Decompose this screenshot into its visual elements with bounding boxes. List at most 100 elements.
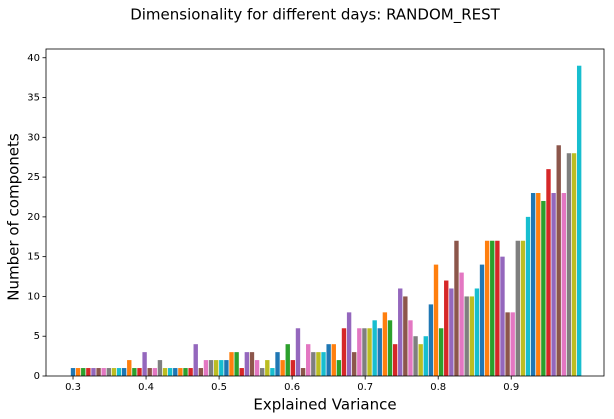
bar (423, 336, 428, 376)
bar (224, 360, 229, 376)
bar (459, 272, 464, 376)
x-tick-label: 0.9 (503, 382, 519, 393)
bar (86, 368, 91, 376)
bar (408, 320, 413, 376)
bar (311, 352, 316, 376)
bar (219, 360, 224, 376)
bar (75, 368, 81, 376)
bar (536, 193, 541, 376)
bar (111, 368, 117, 376)
bar (96, 368, 101, 376)
bar (382, 312, 388, 376)
bar (418, 344, 423, 376)
bar (449, 288, 454, 376)
bar (454, 240, 459, 376)
bar (490, 240, 495, 376)
plot-frame (45, 48, 605, 377)
bar (203, 360, 209, 376)
bar (566, 153, 572, 376)
bar (336, 360, 342, 376)
bar (464, 296, 469, 376)
bar (70, 368, 76, 376)
bar (326, 344, 331, 376)
bar (178, 368, 183, 376)
x-tick-label: 0.3 (65, 382, 81, 393)
y-tick-label: 40 (27, 53, 40, 64)
bar (525, 216, 531, 376)
bar (331, 344, 336, 376)
bar (444, 280, 449, 376)
bar (321, 352, 326, 376)
bar (479, 264, 485, 376)
bar (157, 360, 163, 376)
bar (265, 360, 270, 376)
bar (403, 296, 408, 376)
bar (152, 368, 158, 376)
bar (213, 360, 219, 376)
bar (81, 368, 86, 376)
x-tick-label: 0.8 (430, 382, 446, 393)
bar (229, 352, 234, 376)
bar (561, 193, 567, 376)
bar (377, 328, 382, 376)
bar (392, 344, 398, 376)
bar (346, 312, 352, 376)
y-tick-label: 10 (27, 291, 40, 302)
bar (249, 352, 255, 376)
y-tick-label: 35 (27, 93, 40, 104)
bar (341, 328, 347, 376)
bar (520, 240, 526, 376)
bar (576, 65, 582, 376)
x-tick-label: 0.5 (211, 382, 227, 393)
bar (541, 200, 546, 376)
bar (500, 256, 505, 376)
bar (362, 328, 367, 376)
bar (300, 368, 306, 376)
y-tick-label: 5 (34, 331, 40, 342)
bar (474, 288, 480, 376)
bar (106, 368, 112, 376)
bar (167, 368, 173, 376)
bar (239, 368, 244, 376)
y-tick-label: 0 (34, 371, 40, 382)
bar (142, 352, 147, 376)
bar (275, 352, 280, 376)
bar (372, 320, 377, 376)
bar (306, 344, 311, 376)
bar (132, 368, 137, 376)
bar (116, 368, 122, 376)
bar (367, 328, 372, 376)
bar (398, 288, 403, 376)
bar (127, 360, 132, 376)
bar (428, 304, 434, 376)
bar (551, 193, 556, 376)
bar (316, 352, 321, 376)
bar (413, 336, 418, 376)
bar (387, 320, 393, 376)
bar (495, 240, 500, 376)
x-tick-label: 0.6 (284, 382, 300, 393)
bar (162, 368, 168, 376)
bar (469, 296, 474, 376)
bar (484, 240, 490, 376)
bar (188, 368, 193, 376)
bar (193, 344, 198, 376)
bar (530, 193, 536, 376)
bar (183, 368, 188, 376)
bar (290, 360, 296, 376)
bar (254, 360, 260, 376)
bar (556, 145, 561, 376)
bar (438, 328, 444, 376)
bar (515, 240, 521, 376)
y-axis-label: Number of componets (5, 133, 23, 301)
bar (91, 368, 96, 376)
bar (198, 368, 204, 376)
bar (295, 328, 301, 376)
bar (137, 368, 142, 376)
bar (571, 153, 577, 376)
y-tick-label: 20 (27, 212, 40, 223)
y-tick-label: 25 (27, 172, 40, 183)
bar (147, 368, 152, 376)
bar (208, 360, 214, 376)
